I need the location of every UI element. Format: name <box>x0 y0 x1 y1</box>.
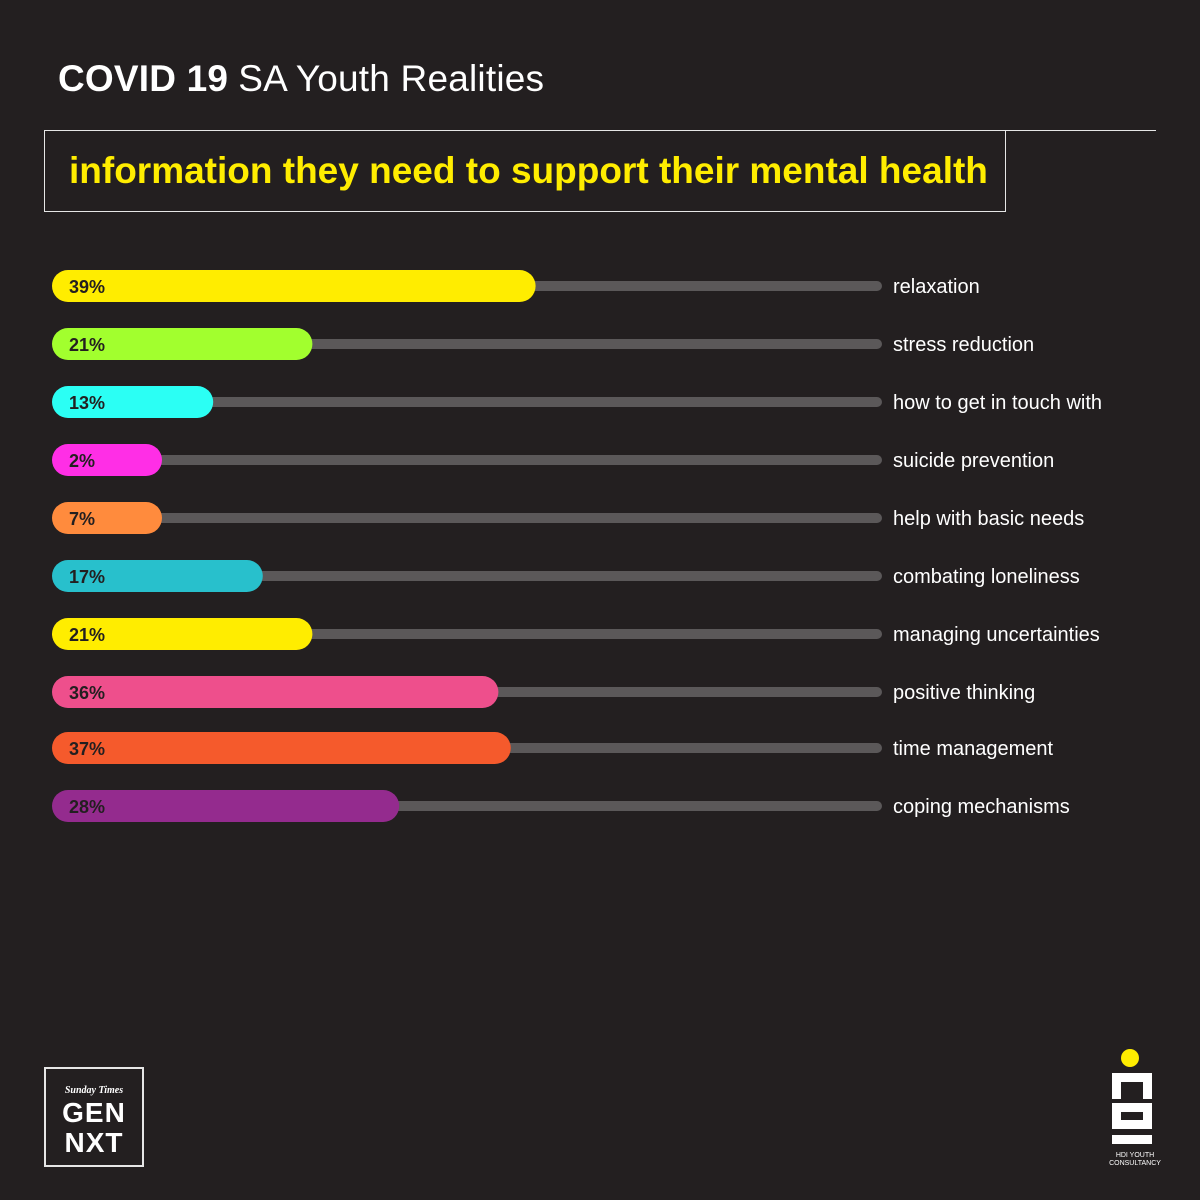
logo-sunday-times-text: Sunday Times <box>64 1085 124 1096</box>
bar-value-label: 21% <box>69 625 105 645</box>
page-title-light: SA Youth Realities <box>238 58 545 99</box>
bar <box>52 560 263 592</box>
bar <box>52 270 536 302</box>
bar-track <box>62 571 882 581</box>
bar-value-label: 28% <box>69 797 105 817</box>
category-label: how to get in touch with <box>893 392 1102 414</box>
hdi-logo-caption: HDI YOUTH CONSULTANCY <box>1100 1152 1170 1168</box>
bar <box>52 676 499 708</box>
category-label: relaxation <box>893 276 980 298</box>
page-title-bold: COVID 19 <box>58 58 229 99</box>
category-label: combating loneliness <box>893 566 1080 588</box>
bar-value-label: 13% <box>69 393 105 413</box>
category-label: managing uncertainties <box>893 624 1100 646</box>
bar <box>52 502 162 534</box>
bar-value-label: 37% <box>69 739 105 759</box>
hdi-caption-line1: HDI YOUTH <box>1115 1152 1155 1159</box>
logo-nxt-text: NXT <box>64 1127 124 1158</box>
category-label: suicide prevention <box>893 450 1054 472</box>
bar <box>52 732 511 764</box>
category-label: positive thinking <box>893 682 1035 704</box>
bar <box>52 618 313 650</box>
bar-track <box>62 397 882 407</box>
bar <box>52 444 162 476</box>
hdi-caption-line2: CONSULTANCY <box>1109 1160 1161 1167</box>
hdi-logo-icon <box>1112 1049 1152 1144</box>
bar-value-label: 17% <box>69 567 105 587</box>
bar-value-label: 7% <box>69 509 95 529</box>
bar-track <box>62 455 882 465</box>
sunday-times-gen-nxt-logo: Sunday Times GEN NXT <box>44 1067 144 1167</box>
bar-track <box>62 513 882 523</box>
chart-title-frame: information they need to support their m… <box>44 130 1006 212</box>
bar-value-label: 36% <box>69 683 105 703</box>
bar-value-label: 39% <box>69 277 105 297</box>
category-label: coping mechanisms <box>893 796 1070 818</box>
logo-gen-text: GEN <box>62 1097 126 1128</box>
category-label: help with basic needs <box>893 508 1084 530</box>
bar <box>52 328 313 360</box>
chart-title: information they need to support their m… <box>69 150 988 191</box>
bar <box>52 790 400 822</box>
bar-value-label: 21% <box>69 335 105 355</box>
category-label: stress reduction <box>893 334 1034 356</box>
category-label: time management <box>893 738 1054 760</box>
bar-value-label: 2% <box>69 451 95 471</box>
page-title: COVID 19 SA Youth Realities <box>58 58 544 100</box>
title-divider-line <box>1006 130 1156 131</box>
bar <box>52 386 214 418</box>
